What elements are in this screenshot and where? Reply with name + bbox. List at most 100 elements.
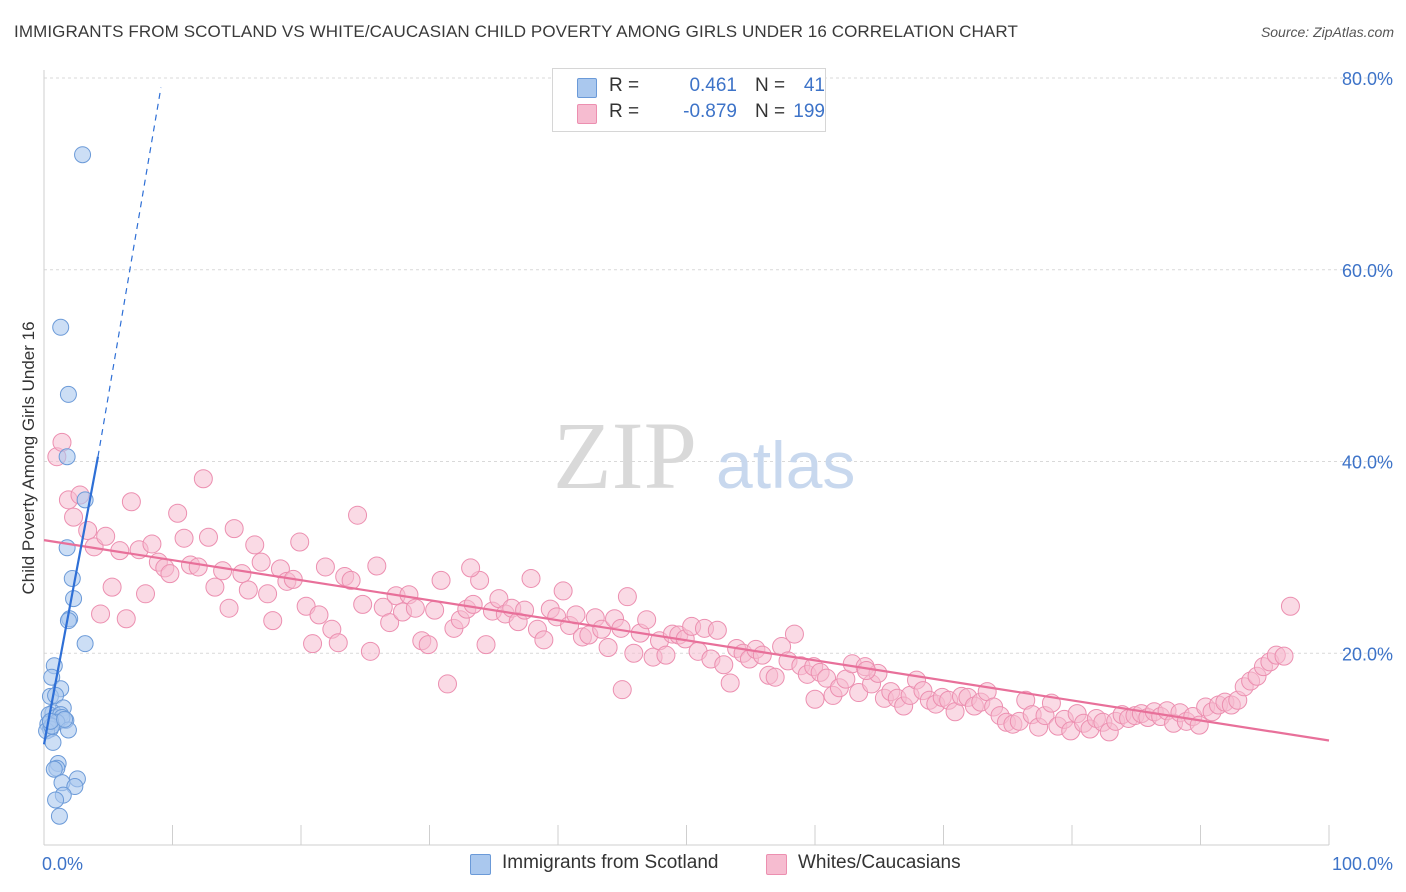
legend-label: Immigrants from Scotland xyxy=(502,852,719,873)
data-point-whites xyxy=(341,570,361,590)
data-point-whites xyxy=(136,584,156,604)
data-point-whites xyxy=(142,534,162,554)
data-point-whites xyxy=(380,613,400,633)
data-point-whites xyxy=(765,667,785,687)
watermark-zip: ZIP xyxy=(553,402,697,509)
data-point-whites xyxy=(198,527,218,547)
data-point-whites xyxy=(168,503,188,523)
data-point-whites xyxy=(752,645,772,665)
data-point-whites xyxy=(707,620,727,640)
data-point-whites xyxy=(534,630,554,650)
data-point-whites xyxy=(637,610,657,630)
correlation-legend: R = 0.461 N = 41 R = -0.879 N = 199 xyxy=(552,68,826,132)
data-point-whites xyxy=(476,635,496,655)
trend-line-scotland-extension xyxy=(97,87,162,457)
data-point-scotland xyxy=(59,385,77,403)
data-point-whites xyxy=(437,674,457,694)
data-point-whites xyxy=(213,561,233,581)
data-point-scotland xyxy=(45,760,63,778)
data-point-whites xyxy=(598,637,618,657)
data-point-whites xyxy=(160,564,180,584)
legend-n-value: 199 xyxy=(793,101,825,122)
data-point-whites xyxy=(91,604,111,624)
data-point-whites xyxy=(463,594,483,614)
data-point-scotland xyxy=(47,791,65,809)
data-point-whites xyxy=(245,535,265,555)
data-point-whites xyxy=(521,568,541,588)
data-point-whites xyxy=(617,587,637,607)
data-point-whites xyxy=(224,519,244,539)
legend-swatch-blue xyxy=(470,854,491,875)
gridlines: 20.0% 40.0% 60.0% 80.0% xyxy=(44,69,1393,664)
data-point-whites xyxy=(116,609,136,629)
data-point-whites xyxy=(461,558,481,578)
watermark: ZIP atlas xyxy=(553,402,855,509)
data-point-whites xyxy=(232,564,252,584)
data-point-scotland xyxy=(74,146,92,164)
y-tick-label: 20.0% xyxy=(1342,644,1393,664)
data-point-whites xyxy=(188,557,208,577)
x-tick-label-max: 100.0% xyxy=(1332,854,1393,874)
legend-r-value: -0.879 xyxy=(683,101,737,122)
data-point-whites xyxy=(1280,596,1300,616)
data-point-whites xyxy=(714,655,734,675)
data-point-whites xyxy=(315,557,335,577)
data-point-scotland xyxy=(66,778,84,796)
series-scotland-points xyxy=(38,146,94,825)
data-point-whites xyxy=(418,635,438,655)
data-point-whites xyxy=(656,645,676,665)
data-point-scotland xyxy=(63,569,81,587)
trend-line-whites xyxy=(43,539,1330,742)
chart-title: IMMIGRANTS FROM SCOTLAND VS WHITE/CAUCAS… xyxy=(14,22,1018,41)
legend-swatch-blue xyxy=(577,78,597,98)
data-point-whites xyxy=(856,661,876,681)
data-point-whites xyxy=(290,532,310,552)
data-point-scotland xyxy=(76,635,94,653)
y-axis-label: Child Poverty Among Girls Under 16 xyxy=(19,321,38,594)
legend-label: Whites/Caucasians xyxy=(798,852,961,873)
data-point-whites xyxy=(238,580,258,600)
data-point-whites xyxy=(405,598,425,618)
data-point-whites xyxy=(720,673,740,693)
data-point-whites xyxy=(102,577,122,597)
legend-r-value: 0.461 xyxy=(689,75,737,96)
data-point-whites xyxy=(353,594,373,614)
data-point-whites xyxy=(553,581,573,601)
trend-lines xyxy=(42,87,1330,745)
data-point-whites xyxy=(174,528,194,548)
data-point-whites xyxy=(64,507,84,527)
series-whites-points xyxy=(47,432,1300,742)
data-point-scotland xyxy=(52,318,70,336)
legend-swatch-pink xyxy=(577,104,597,124)
y-tick-label: 80.0% xyxy=(1342,69,1393,89)
data-point-whites xyxy=(328,633,348,653)
legend-swatch-pink xyxy=(766,854,787,875)
data-point-scotland xyxy=(65,590,83,608)
legend-n-value: 41 xyxy=(803,75,825,96)
data-point-whites xyxy=(784,624,804,644)
legend-n-label: N = xyxy=(755,75,786,96)
watermark-atlas: atlas xyxy=(716,428,855,502)
data-point-whites xyxy=(612,680,632,700)
data-point-whites xyxy=(367,556,387,576)
data-point-whites xyxy=(431,570,451,590)
data-point-whites xyxy=(360,641,380,661)
data-point-whites xyxy=(121,492,141,512)
data-point-whites xyxy=(425,600,445,620)
legend-r-label: R = xyxy=(609,101,640,122)
data-point-whites xyxy=(193,469,213,489)
data-point-scotland xyxy=(56,710,74,728)
data-point-whites xyxy=(205,577,225,597)
source-credit: Source: ZipAtlas.com xyxy=(1260,24,1394,40)
data-point-whites xyxy=(1274,646,1294,666)
data-point-scotland xyxy=(50,807,68,825)
legend-r-label: R = xyxy=(609,75,640,96)
y-tick-label: 40.0% xyxy=(1342,453,1393,473)
trend-line-scotland xyxy=(42,456,100,745)
data-point-whites xyxy=(348,505,368,525)
data-point-whites xyxy=(309,605,329,625)
data-point-whites xyxy=(251,552,271,572)
data-point-scotland xyxy=(44,733,62,751)
legend-n-label: N = xyxy=(755,101,786,122)
